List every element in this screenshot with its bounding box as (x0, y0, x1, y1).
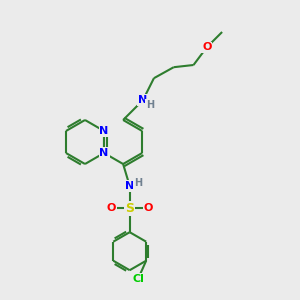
Text: N: N (138, 95, 148, 105)
Text: O: O (144, 203, 153, 213)
Text: H: H (134, 178, 142, 188)
Text: O: O (202, 42, 211, 52)
Text: N: N (99, 126, 109, 136)
Text: N: N (125, 181, 134, 191)
Text: S: S (125, 202, 134, 214)
Text: Cl: Cl (132, 274, 144, 284)
Text: O: O (106, 203, 116, 213)
Text: N: N (99, 148, 109, 158)
Text: H: H (146, 100, 154, 110)
